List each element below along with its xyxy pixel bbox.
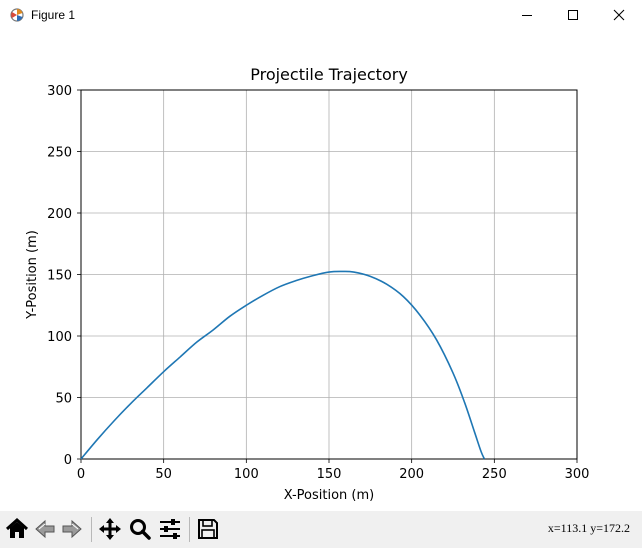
y-tick-label: 150 — [47, 269, 72, 284]
zoom-magnifier-icon — [130, 519, 151, 540]
minimize-button[interactable] — [504, 0, 550, 31]
grid-lines — [80, 89, 578, 460]
chart-title: Projectile Trajectory — [250, 65, 408, 84]
configure-subplots-icon — [160, 519, 180, 539]
figure-canvas[interactable]: 0 50 100 150 200 250 300 0 50 100 150 200 250 300 Pro… — [0, 31, 642, 511]
x-tick-label: 250 — [482, 467, 507, 482]
minimize-icon — [522, 15, 532, 16]
navigation-toolbar: x=113.1 y=172.2 — [0, 511, 642, 548]
y-tick-label: 250 — [47, 146, 72, 161]
pan-button[interactable] — [97, 516, 123, 542]
window-title: Figure 1 — [31, 8, 76, 22]
trajectory-chart: 0 50 100 150 200 250 300 0 50 100 150 200 250 300 Pro… — [25, 65, 589, 503]
x-tick-label: 50 — [155, 467, 172, 482]
x-tick-label: 100 — [234, 467, 259, 482]
x-axis-label: X-Position (m) — [284, 488, 375, 503]
home-icon — [5, 517, 29, 538]
home-button[interactable] — [4, 516, 30, 542]
save-floppy-icon — [198, 519, 218, 539]
back-button[interactable] — [32, 516, 58, 542]
maximize-button[interactable] — [550, 0, 596, 31]
close-icon — [613, 9, 625, 21]
matplotlib-figure-icon — [10, 8, 24, 22]
back-arrow-icon — [35, 519, 55, 539]
x-tick-label: 300 — [565, 467, 590, 482]
configure-subplots-button[interactable] — [157, 516, 183, 542]
x-tick-label: 150 — [317, 467, 342, 482]
toolbar-separator — [189, 517, 190, 542]
y-tick-label: 0 — [64, 453, 72, 468]
toolbar-separator — [91, 517, 92, 542]
forward-button[interactable] — [59, 516, 85, 542]
y-axis-label: Y-Position (m) — [25, 230, 40, 320]
zoom-button[interactable] — [127, 516, 153, 542]
trajectory-line — [80, 270, 486, 460]
save-button[interactable] — [195, 516, 221, 542]
pan-move-icon — [99, 518, 121, 540]
x-tick-label: 0 — [77, 467, 85, 482]
y-tick-label: 100 — [47, 330, 72, 345]
maximize-icon — [568, 10, 578, 20]
y-tick-label: 200 — [47, 207, 72, 222]
close-button[interactable] — [596, 0, 642, 31]
title-bar: Figure 1 — [0, 0, 642, 31]
forward-arrow-icon — [62, 519, 82, 539]
y-tick-label: 300 — [47, 84, 72, 99]
x-tick-label: 200 — [399, 467, 424, 482]
axis-ticks: 0 50 100 150 200 250 300 0 50 100 150 200 250 300 — [47, 84, 589, 482]
cursor-coordinates: x=113.1 y=172.2 — [547, 521, 630, 535]
y-tick-label: 50 — [55, 392, 72, 407]
